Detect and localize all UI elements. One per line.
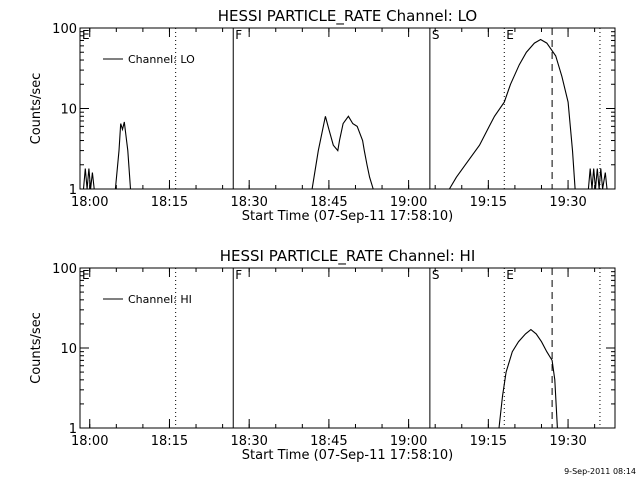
y-tick-label: 10 xyxy=(60,342,77,357)
series-line xyxy=(587,168,608,190)
legend-entry: Channel: HI xyxy=(128,293,192,306)
x-tick-label: 18:45 xyxy=(310,195,347,210)
chart-panel-2: HESSI PARTICLE_RATE Channel: HI 18:00 18:1… xyxy=(29,247,616,463)
y-axis-label: Counts/sec xyxy=(29,312,44,384)
x-tick-label: 18:45 xyxy=(310,434,347,449)
y-tick-label: 100 xyxy=(52,22,77,37)
y-tick-label: 10 xyxy=(60,103,77,118)
event-marker-label: F xyxy=(235,268,242,282)
series-line xyxy=(498,328,558,429)
x-tick-label: 19:30 xyxy=(549,195,586,210)
x-tick-label: 19:30 xyxy=(549,434,586,449)
x-tick-label: 18:00 xyxy=(71,195,108,210)
x-tick-label: 18:15 xyxy=(151,195,188,210)
event-marker-label: S xyxy=(432,28,440,42)
legend-entry: Channel: LO xyxy=(128,53,195,66)
event-marker-label: E xyxy=(506,28,514,42)
x-axis-label: Start Time (07-Sep-11 17:58:10) xyxy=(242,448,453,463)
series-line xyxy=(114,121,132,190)
event-marker-label: E xyxy=(82,28,90,42)
y-axis-label: Counts/sec xyxy=(29,73,44,145)
event-marker-label: E xyxy=(506,268,514,282)
event-marker-label: S xyxy=(432,268,440,282)
x-tick-label: 19:00 xyxy=(390,434,427,449)
series-line xyxy=(82,168,95,190)
y-tick-label: 100 xyxy=(52,262,77,277)
y-tick-label: 1 xyxy=(69,183,77,198)
chart-title: HESSI PARTICLE_RATE Channel: HI xyxy=(220,247,476,266)
x-tick-label: 18:15 xyxy=(151,434,188,449)
series-line xyxy=(448,38,576,190)
series-line xyxy=(311,115,374,190)
x-tick-label: 18:30 xyxy=(230,195,267,210)
chart-title: HESSI PARTICLE_RATE Channel: LO xyxy=(218,7,477,26)
event-marker-label: F xyxy=(235,28,242,42)
x-axis-label: Start Time (07-Sep-11 17:58:10) xyxy=(242,209,453,224)
x-tick-label: 18:30 xyxy=(230,434,267,449)
chart-panel-1: HESSI PARTICLE_RATE Channel: LO 18:00 18:1… xyxy=(29,7,616,224)
x-tick-label: 19:00 xyxy=(390,195,427,210)
x-tick-label: 19:15 xyxy=(470,195,507,210)
x-tick-label: 19:15 xyxy=(470,434,507,449)
event-marker-label: E xyxy=(82,268,90,282)
plot-frame xyxy=(79,267,616,429)
x-tick-label: 18:00 xyxy=(71,434,108,449)
timestamp: 9-Sep-2011 08:14 xyxy=(564,467,636,476)
y-tick-label: 1 xyxy=(69,422,77,437)
